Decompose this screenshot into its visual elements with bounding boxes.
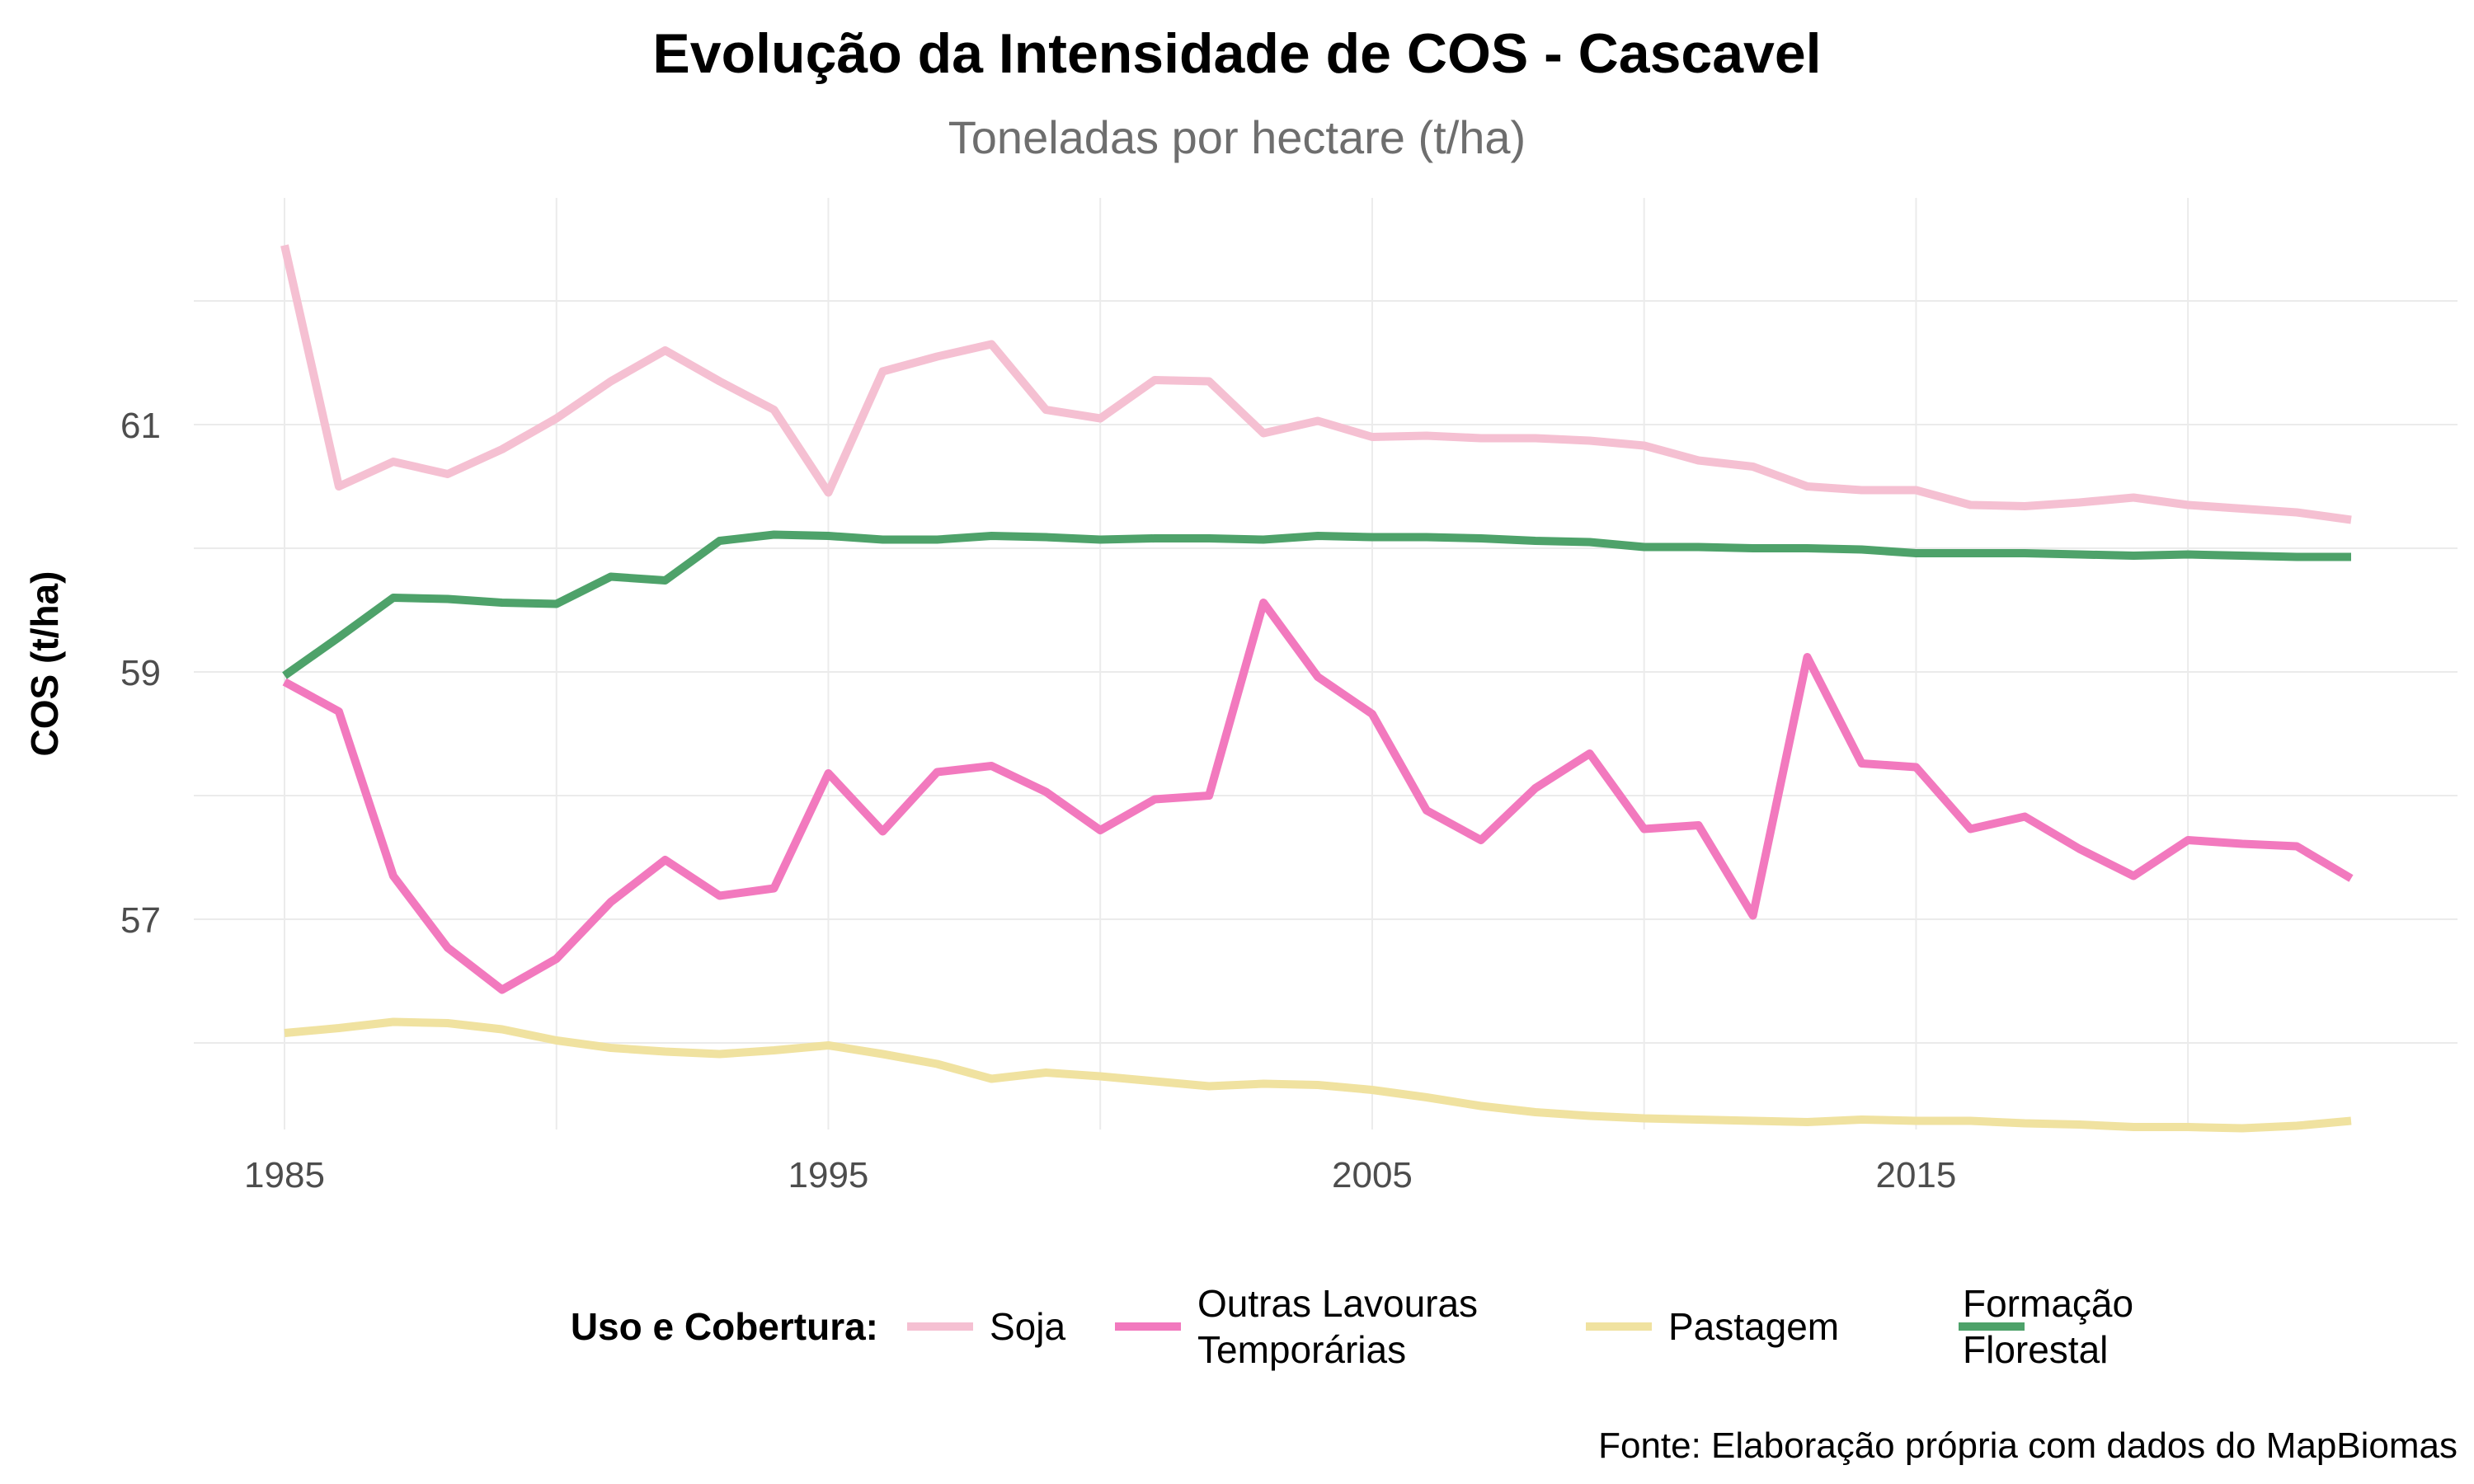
x-tick-label: 2015 <box>1875 1155 1956 1195</box>
legend: Uso e Cobertura: Soja Outras Lavouras Temp… <box>571 1282 2133 1371</box>
chart-subtitle: Toneladas por hectare (t/ha) <box>948 111 1526 163</box>
series-lines <box>280 244 2354 1133</box>
chart-title: Evolução da Intensidade de COS - Cascave… <box>652 22 1821 85</box>
series-line-formacao-florestal <box>282 530 2351 679</box>
x-tick-label: 1985 <box>244 1155 325 1195</box>
x-axis-ticks: 1985 1995 2005 2015 <box>244 1155 1956 1195</box>
chart-caption: Fonte: Elaboração própria com dados do M… <box>1598 1425 2458 1466</box>
series-line-outras-lavouras-temporarias <box>282 599 2354 994</box>
y-axis-ticks: 57 59 61 <box>120 406 161 941</box>
y-tick-label: 59 <box>120 653 161 693</box>
legend-label-outras-lavouras-temporarias: Outras Lavouras Temporárias <box>1197 1282 1478 1371</box>
gridlines <box>194 198 2458 1129</box>
series-line-pastagem <box>284 1017 2352 1133</box>
legend-label-formacao-florestal: Formação Florestal <box>1963 1282 2133 1371</box>
x-tick-label: 2005 <box>1332 1155 1413 1195</box>
legend-label-soja: Soja <box>990 1305 1065 1348</box>
y-tick-label: 57 <box>120 900 161 941</box>
legend-title: Uso e Cobertura: <box>571 1305 878 1348</box>
x-tick-label: 1995 <box>788 1155 869 1195</box>
legend-label-pastagem: Pastagem <box>1668 1305 1839 1348</box>
y-axis-label: COS (t/ha) <box>23 571 66 757</box>
series-line-soja <box>280 244 2352 524</box>
y-tick-label: 61 <box>120 406 161 446</box>
